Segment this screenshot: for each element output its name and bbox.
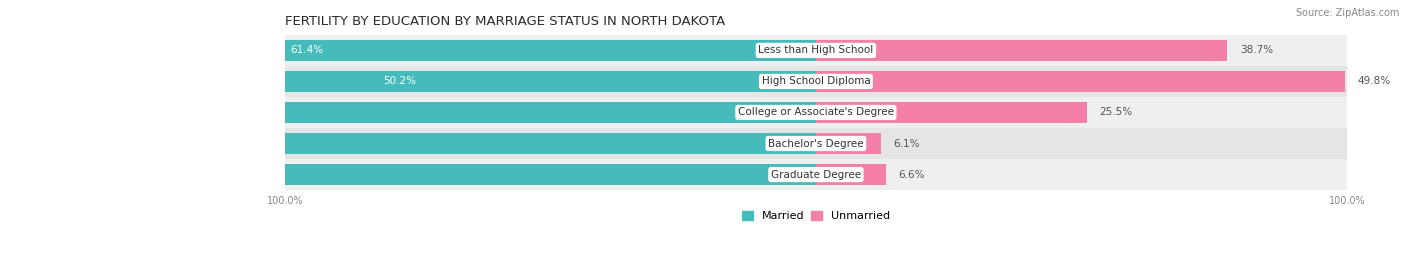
Legend: Married, Unmarried: Married, Unmarried bbox=[737, 206, 894, 226]
Text: 74.5%: 74.5% bbox=[183, 108, 215, 118]
Bar bbox=[283, 71, 815, 92]
Bar bbox=[285, 97, 1347, 128]
Text: 25.5%: 25.5% bbox=[1099, 108, 1133, 118]
Bar bbox=[285, 66, 1347, 97]
Text: Graduate Degree: Graduate Degree bbox=[770, 169, 860, 180]
Text: 61.4%: 61.4% bbox=[291, 45, 323, 55]
Text: 93.4%: 93.4% bbox=[25, 169, 59, 180]
Text: 49.8%: 49.8% bbox=[1358, 76, 1391, 86]
Text: College or Associate's Degree: College or Associate's Degree bbox=[738, 108, 894, 118]
Bar bbox=[0, 164, 815, 185]
Text: Source: ZipAtlas.com: Source: ZipAtlas.com bbox=[1295, 8, 1399, 18]
Text: 6.6%: 6.6% bbox=[898, 169, 925, 180]
Text: Less than High School: Less than High School bbox=[758, 45, 873, 55]
Bar bbox=[285, 128, 1347, 159]
Bar bbox=[815, 102, 1087, 123]
Bar bbox=[24, 102, 815, 123]
Text: High School Diploma: High School Diploma bbox=[762, 76, 870, 86]
Text: 50.2%: 50.2% bbox=[384, 76, 416, 86]
Bar bbox=[815, 133, 880, 154]
Bar bbox=[815, 40, 1227, 61]
Text: Bachelor's Degree: Bachelor's Degree bbox=[768, 139, 863, 148]
Text: 6.1%: 6.1% bbox=[893, 139, 920, 148]
Bar bbox=[0, 133, 815, 154]
Bar bbox=[815, 71, 1346, 92]
Bar bbox=[163, 40, 815, 61]
Bar bbox=[285, 35, 1347, 66]
Text: FERTILITY BY EDUCATION BY MARRIAGE STATUS IN NORTH DAKOTA: FERTILITY BY EDUCATION BY MARRIAGE STATU… bbox=[285, 15, 725, 28]
Bar bbox=[285, 159, 1347, 190]
Text: 93.9%: 93.9% bbox=[21, 139, 55, 148]
Text: 38.7%: 38.7% bbox=[1240, 45, 1272, 55]
Bar bbox=[815, 164, 886, 185]
